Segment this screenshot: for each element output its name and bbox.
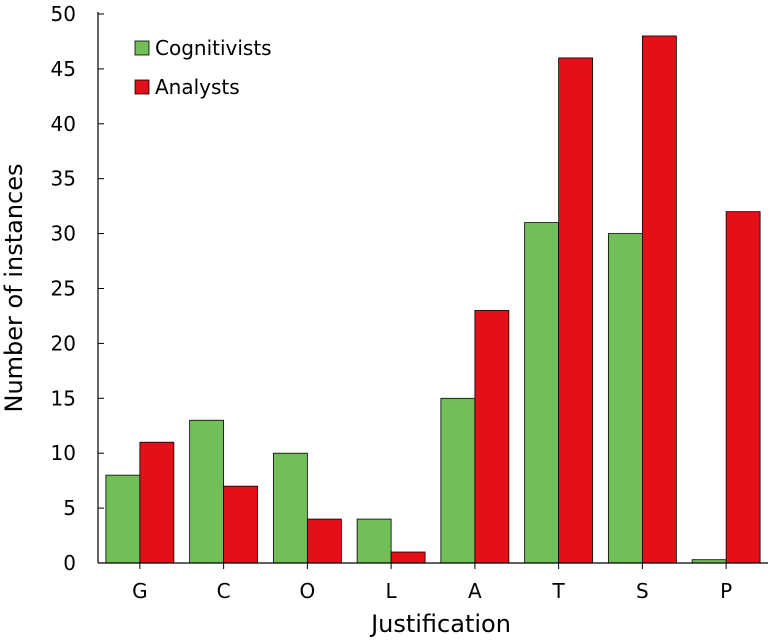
y-tick-label-35: 35 (51, 167, 76, 191)
legend: Cognitivists Analysts (134, 36, 272, 99)
legend-swatch-cognitivists (134, 40, 150, 56)
bar-analysts-l (390, 551, 426, 564)
bar-cognitivists-g (105, 474, 141, 564)
x-tick-label-a: A (468, 579, 482, 603)
x-tick-label-l: L (386, 579, 398, 603)
bar-cognitivists-a (440, 397, 476, 564)
y-tick-label-25: 25 (51, 277, 76, 301)
bar-analysts-s (641, 35, 677, 564)
y-tick-label-0: 0 (63, 551, 76, 575)
bar-cognitivists-c (189, 419, 225, 564)
bar-cognitivists-o (272, 452, 308, 564)
bar-cognitivists-s (607, 233, 643, 564)
y-axis-title: Number of instances (0, 164, 28, 413)
y-tick-label-30: 30 (51, 222, 76, 246)
bars-layer (105, 35, 761, 564)
bar-analysts-a (474, 310, 510, 564)
y-tick-label-45: 45 (51, 57, 76, 81)
x-tick-label-c: C (217, 579, 231, 603)
y-tick-label-50: 50 (51, 2, 76, 26)
y-tick-label-15: 15 (51, 386, 76, 410)
y-tick-label-5: 5 (63, 496, 76, 520)
x-tick-label-s: S (636, 579, 649, 603)
bar-cognitivists-l (356, 518, 392, 564)
legend-label-cognitivists: Cognitivists (155, 36, 272, 60)
bar-analysts-o (306, 518, 342, 564)
bar-analysts-c (223, 485, 259, 564)
x-tick-label-p: P (720, 579, 732, 603)
y-tick-label-10: 10 (51, 441, 76, 465)
x-axis-title: Justification (369, 610, 511, 638)
bar-analysts-t (558, 57, 594, 564)
bar-analysts-p (725, 211, 761, 564)
y-tick-labels: 0 5 10 15 20 25 30 35 40 45 50 (51, 2, 76, 575)
legend-swatch-analysts (134, 79, 150, 95)
axes-layer (97, 12, 768, 569)
legend-label-analysts: Analysts (155, 75, 240, 99)
y-tick-label-40: 40 (51, 112, 76, 136)
x-tick-label-o: O (300, 579, 316, 603)
y-tick-label-20: 20 (51, 331, 76, 355)
x-tick-label-g: G (132, 579, 148, 603)
bar-cognitivists-t (524, 222, 560, 564)
x-tick-label-t: T (552, 579, 566, 603)
bar-analysts-g (139, 441, 175, 564)
